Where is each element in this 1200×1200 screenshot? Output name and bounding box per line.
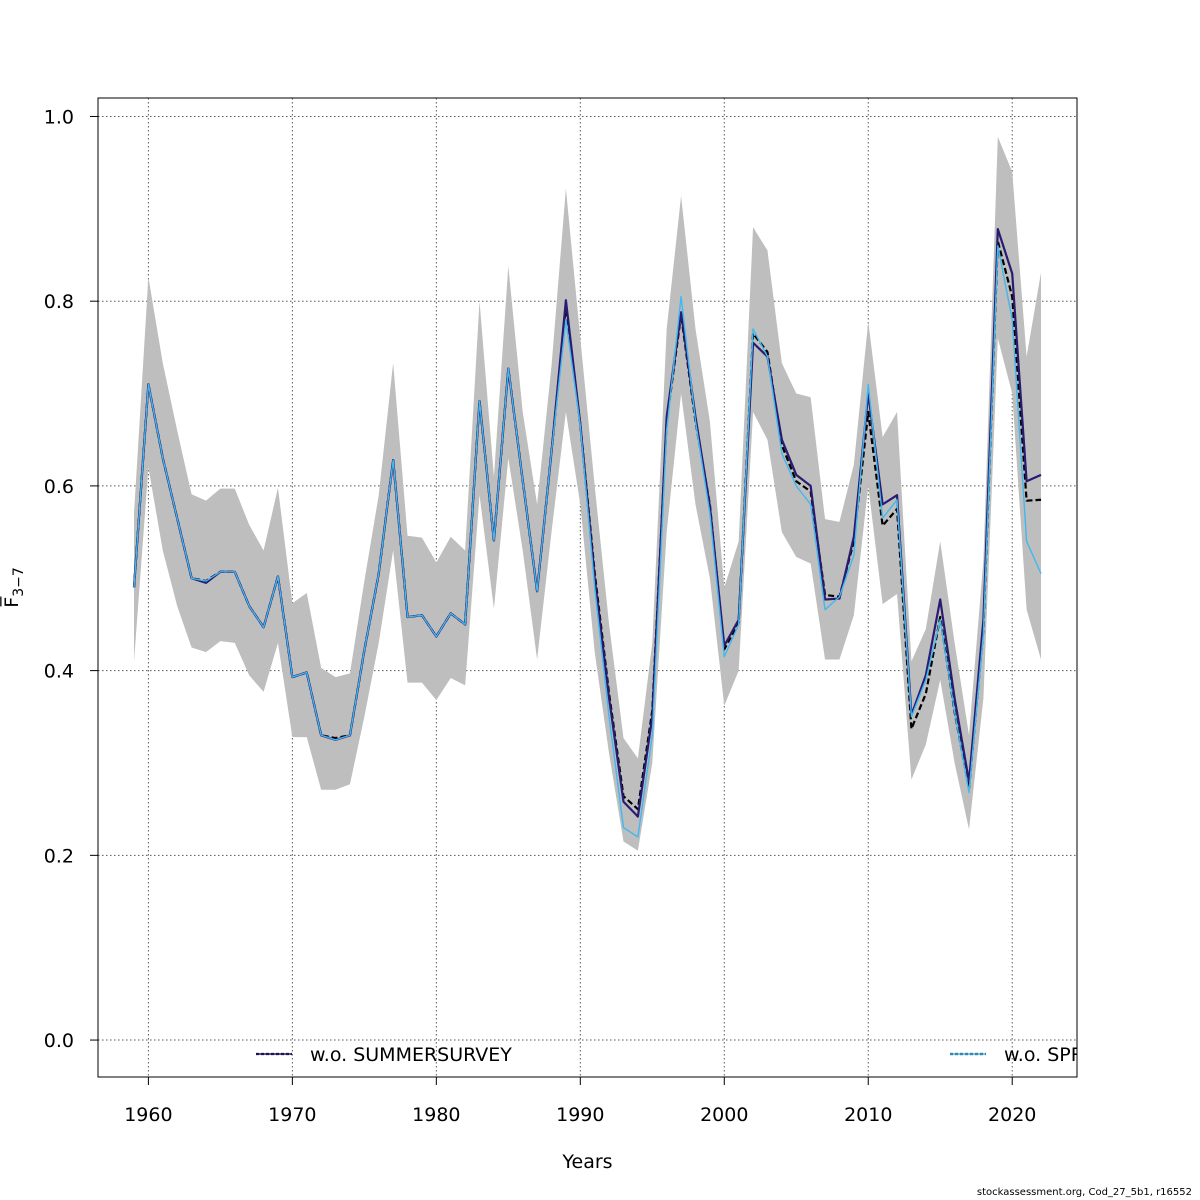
y-tick-label: 0.8 bbox=[44, 291, 74, 313]
svg-text:F̅3−7: F̅3−7 bbox=[0, 567, 27, 607]
y-tick-label: 0.0 bbox=[44, 1030, 74, 1052]
y-tick-label: 1.0 bbox=[44, 106, 74, 128]
footer-credit: stockassessment.org, Cod_27_5b1, r16552 bbox=[976, 1187, 1192, 1198]
x-tick-label: 1970 bbox=[268, 1104, 316, 1126]
legend-label-2: w.o. SPRINGSURVEY bbox=[1004, 1044, 1194, 1066]
x-tick-label: 1960 bbox=[124, 1104, 172, 1126]
y-tick-label: 0.2 bbox=[44, 845, 74, 867]
series-lines bbox=[132, 228, 1042, 838]
y-axis-title: F̅3−7 bbox=[0, 567, 27, 607]
x-axis-title: Years bbox=[561, 1151, 612, 1173]
x-tick-label: 1980 bbox=[412, 1104, 460, 1126]
x-tick-label: 2000 bbox=[700, 1104, 748, 1126]
x-tick-label: 2020 bbox=[988, 1104, 1036, 1126]
axes: 1960 1970 1980 1990 2000 2010 2020 0.0 0.2 0.4 0.6… bbox=[44, 106, 1037, 1126]
y-tick-label: 0.6 bbox=[44, 476, 74, 498]
x-tick-label: 2010 bbox=[844, 1104, 892, 1126]
y-axis-title-main: F̅ bbox=[0, 596, 23, 608]
y-axis-title-subscript: 3−7 bbox=[11, 567, 27, 597]
plot-frame bbox=[97, 97, 1078, 1078]
y-tick-label: 0.4 bbox=[44, 661, 74, 683]
x-tick-label: 1990 bbox=[556, 1104, 604, 1126]
series-line-3 bbox=[133, 245, 1042, 838]
legend-label-1: w.o. SUMMERSURVEY bbox=[310, 1044, 512, 1066]
legend: w.o. SUMMERSURVEY w.o. SPRINGSURVEY bbox=[256, 1044, 1194, 1066]
